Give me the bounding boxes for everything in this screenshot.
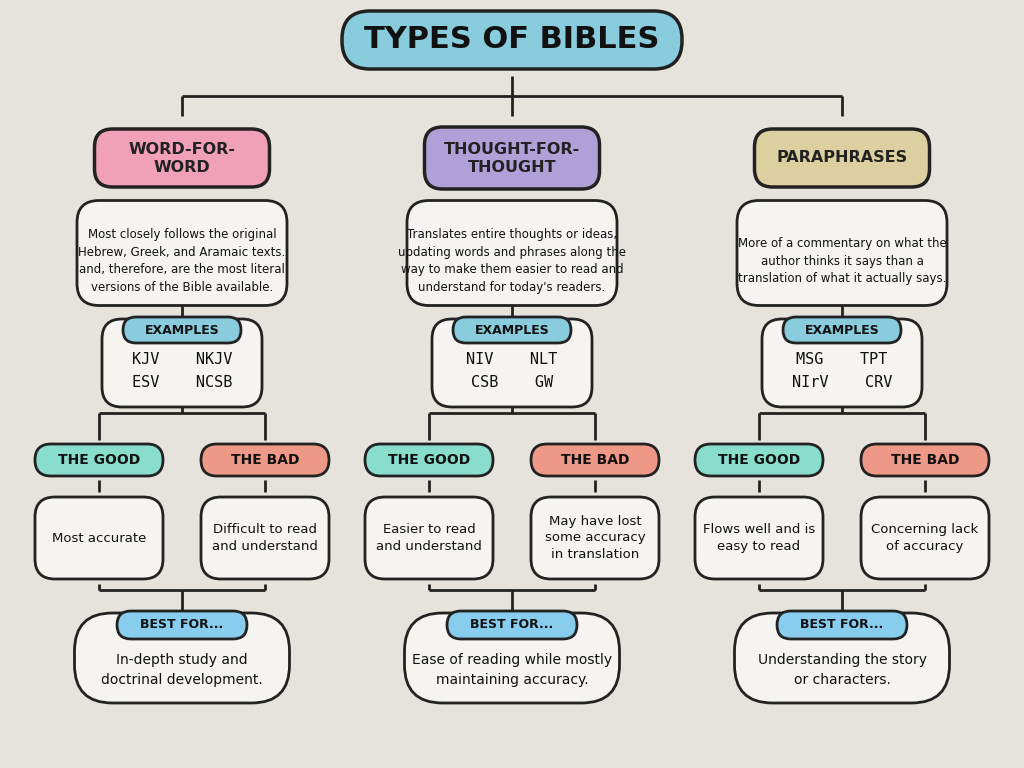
Text: THE GOOD: THE GOOD: [388, 453, 470, 467]
Text: MSG    TPT
NIrV    CRV: MSG TPT NIrV CRV: [792, 353, 892, 389]
Text: KJV    NKJV
ESV    NCSB: KJV NKJV ESV NCSB: [132, 353, 232, 389]
Text: Most closely follows the original
Hebrew, Greek, and Aramaic texts.
and, therefo: Most closely follows the original Hebrew…: [79, 228, 286, 293]
FancyBboxPatch shape: [117, 611, 247, 639]
Text: EXAMPLES: EXAMPLES: [475, 323, 549, 336]
Text: THOUGHT-FOR-
THOUGHT: THOUGHT-FOR- THOUGHT: [443, 141, 581, 174]
FancyBboxPatch shape: [777, 611, 907, 639]
FancyBboxPatch shape: [531, 444, 659, 476]
FancyBboxPatch shape: [201, 444, 329, 476]
Text: PARAPHRASES: PARAPHRASES: [776, 151, 907, 165]
Text: EXAMPLES: EXAMPLES: [805, 323, 880, 336]
FancyBboxPatch shape: [734, 613, 949, 703]
FancyBboxPatch shape: [201, 497, 329, 579]
FancyBboxPatch shape: [531, 497, 659, 579]
FancyBboxPatch shape: [432, 319, 592, 407]
FancyBboxPatch shape: [102, 319, 262, 407]
FancyBboxPatch shape: [755, 129, 930, 187]
FancyBboxPatch shape: [75, 613, 290, 703]
Text: Ease of reading while mostly
maintaining accuracy.: Ease of reading while mostly maintaining…: [412, 654, 612, 687]
Text: THE BAD: THE BAD: [891, 453, 959, 467]
Text: Most accurate: Most accurate: [52, 531, 146, 545]
Text: May have lost
some accuracy
in translation: May have lost some accuracy in translati…: [545, 515, 645, 561]
Text: WORD-FOR-
WORD: WORD-FOR- WORD: [128, 141, 236, 174]
Text: TYPES OF BIBLES: TYPES OF BIBLES: [365, 25, 659, 55]
Text: EXAMPLES: EXAMPLES: [144, 323, 219, 336]
FancyBboxPatch shape: [404, 613, 620, 703]
FancyBboxPatch shape: [425, 127, 599, 189]
Text: THE GOOD: THE GOOD: [718, 453, 800, 467]
Text: BEST FOR...: BEST FOR...: [470, 618, 554, 631]
Text: Flows well and is
easy to read: Flows well and is easy to read: [702, 523, 815, 553]
Text: Translates entire thoughts or ideas,
updating words and phrases along the
way to: Translates entire thoughts or ideas, upd…: [398, 228, 626, 293]
FancyBboxPatch shape: [737, 200, 947, 306]
Text: More of a commentary on what the
author thinks it says than a
translation of wha: More of a commentary on what the author …: [737, 237, 946, 285]
Text: Concerning lack
of accuracy: Concerning lack of accuracy: [871, 523, 979, 553]
Text: THE GOOD: THE GOOD: [58, 453, 140, 467]
FancyBboxPatch shape: [35, 444, 163, 476]
Text: In-depth study and
doctrinal development.: In-depth study and doctrinal development…: [101, 654, 263, 687]
FancyBboxPatch shape: [695, 444, 823, 476]
Text: Easier to read
and understand: Easier to read and understand: [376, 523, 482, 553]
Text: THE BAD: THE BAD: [561, 453, 630, 467]
FancyBboxPatch shape: [695, 497, 823, 579]
FancyBboxPatch shape: [453, 317, 571, 343]
FancyBboxPatch shape: [783, 317, 901, 343]
FancyBboxPatch shape: [407, 200, 617, 306]
Text: Difficult to read
and understand: Difficult to read and understand: [212, 523, 317, 553]
FancyBboxPatch shape: [365, 497, 493, 579]
Text: BEST FOR...: BEST FOR...: [801, 618, 884, 631]
FancyBboxPatch shape: [447, 611, 577, 639]
Text: BEST FOR...: BEST FOR...: [140, 618, 223, 631]
FancyBboxPatch shape: [762, 319, 922, 407]
Text: THE BAD: THE BAD: [230, 453, 299, 467]
FancyBboxPatch shape: [35, 497, 163, 579]
FancyBboxPatch shape: [77, 200, 287, 306]
Text: NIV    NLT
CSB    GW: NIV NLT CSB GW: [466, 353, 558, 389]
FancyBboxPatch shape: [365, 444, 493, 476]
FancyBboxPatch shape: [123, 317, 241, 343]
FancyBboxPatch shape: [861, 497, 989, 579]
Text: Understanding the story
or characters.: Understanding the story or characters.: [758, 654, 927, 687]
FancyBboxPatch shape: [342, 11, 682, 69]
FancyBboxPatch shape: [861, 444, 989, 476]
FancyBboxPatch shape: [94, 129, 269, 187]
